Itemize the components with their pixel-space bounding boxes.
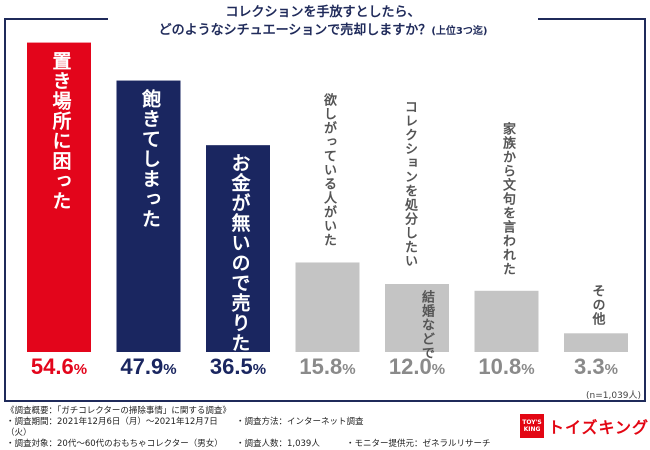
bar-1 bbox=[27, 42, 91, 352]
bar-label-7: その他 bbox=[589, 284, 605, 327]
bar-4 bbox=[295, 262, 360, 352]
logo-mark-bottom: KING bbox=[523, 426, 541, 433]
value-unit-3: % bbox=[252, 361, 267, 378]
value-unit-4: % bbox=[342, 361, 356, 378]
value-number-1: 54.6 bbox=[30, 354, 74, 379]
logo-mark: TOY'S KING bbox=[520, 414, 544, 438]
value-number-4: 15.8 bbox=[299, 354, 343, 379]
footer-heading: 《調査概要：「ガチコレクターの掃除事情」に関する調査》 bbox=[6, 406, 231, 416]
bar-label-1: 置き場所に困った bbox=[49, 50, 72, 211]
value-number-6: 10.8 bbox=[478, 354, 522, 379]
survey-footer: 《調査概要：「ガチコレクターの掃除事情」に関する調査》 ・調査期間：2021年1… bbox=[6, 406, 506, 450]
title-line-1: コレクションを手放すとしたら、 bbox=[225, 5, 421, 20]
footer-target: ・調査対象：20代～60代のおもちゃコレクター（男女） bbox=[6, 439, 223, 449]
sample-size-note: (n=1,039人) bbox=[586, 391, 642, 401]
value-label-3: 36.5% bbox=[195, 354, 281, 380]
value-unit-1: % bbox=[73, 361, 88, 378]
footer-method: ・調査方法：インターネット調査 bbox=[236, 417, 364, 427]
chart-title: コレクションを手放すとしたら、 どのようなシチュエーションで売却しますか？(上位… bbox=[108, 4, 538, 50]
bar-2 bbox=[116, 80, 181, 353]
value-label-5: 12.0% bbox=[374, 354, 460, 380]
footer-count: ・調査人数：1,039人 bbox=[236, 439, 320, 449]
value-unit-6: % bbox=[521, 361, 535, 378]
value-unit-7: % bbox=[604, 361, 618, 378]
footer-period: ・調査期間：2021年12月6日（月）～2021年12月7日（火） bbox=[6, 417, 218, 438]
bar-label-5-2: 結婚などで bbox=[419, 290, 434, 360]
value-label-7: 3.3% bbox=[553, 354, 639, 380]
toys-king-logo: TOY'S KING トイズキング bbox=[520, 414, 649, 438]
value-unit-5: % bbox=[431, 361, 446, 378]
value-number-5: 12.0 bbox=[388, 354, 432, 379]
value-number-7: 3.3 bbox=[574, 354, 605, 379]
bar-label-5-1: コレクションを処分したい bbox=[402, 100, 417, 268]
bar-3 bbox=[206, 145, 270, 352]
value-number-3: 36.5 bbox=[209, 354, 253, 379]
logo-text: トイズキング bbox=[548, 418, 650, 437]
bar-label-4: 欲しがっている人がいた bbox=[321, 93, 336, 248]
title-note: (上位3つ迄) bbox=[431, 26, 488, 37]
logo-mark-top: TOY'S bbox=[522, 419, 542, 426]
value-unit-2: % bbox=[163, 361, 177, 378]
value-label-4: 15.8% bbox=[285, 354, 371, 380]
value-label-1: 54.6% bbox=[16, 354, 102, 380]
footer-provider: ・モニター提供元：ゼネラルリサーチ bbox=[346, 439, 491, 449]
value-number-2: 47.9 bbox=[120, 354, 164, 379]
bar-label-2: 飽きてしまった bbox=[139, 88, 161, 229]
bar-label-6: 家族から文句を言われた bbox=[500, 121, 515, 276]
footer-row-1: ・調査期間：2021年12月6日（月）～2021年12月7日（火） ・調査方法：… bbox=[6, 417, 506, 439]
value-label-6: 10.8% bbox=[464, 354, 550, 380]
bar-label-3: お金が無いので売りたい bbox=[228, 153, 251, 374]
bar-6 bbox=[474, 290, 539, 352]
bar-7 bbox=[564, 333, 628, 352]
bar-5 bbox=[385, 284, 449, 352]
title-line-2-main: どのようなシチュエーションで売却しますか？ bbox=[158, 23, 432, 38]
title-line-2: どのようなシチュエーションで売却しますか？(上位3つ迄) bbox=[108, 22, 538, 41]
value-label-2: 47.9% bbox=[106, 354, 192, 380]
footer-row-2: ・調査対象：20代～60代のおもちゃコレクター（男女） ・調査人数：1,039人… bbox=[6, 439, 506, 450]
